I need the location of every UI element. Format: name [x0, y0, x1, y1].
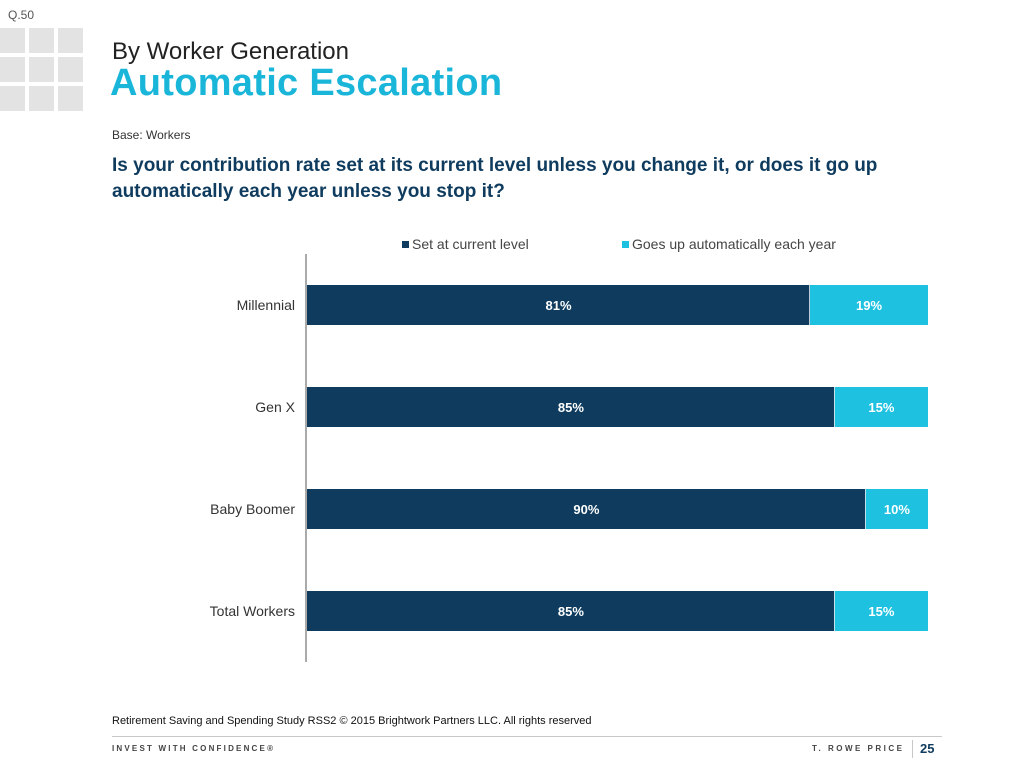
category-label: Baby Boomer: [210, 501, 295, 517]
survey-question: Is your contribution rate set at its cur…: [112, 155, 878, 202]
grid-logo-icon: [0, 28, 84, 112]
page-subtitle: By Worker Generation: [112, 38, 349, 65]
data-label: 19%: [856, 298, 882, 313]
bar-goes-up-automatically-3: [834, 591, 928, 631]
data-label: 85%: [558, 604, 584, 619]
legend-item-goes-up-automatically: Goes up automatically each year: [622, 236, 836, 252]
category-label: Millennial: [237, 297, 295, 313]
page-number-divider: [912, 740, 913, 758]
footer-tagline: INVEST WITH CONFIDENCE®: [112, 744, 276, 753]
data-label: 15%: [868, 604, 894, 619]
data-label: 15%: [868, 400, 894, 415]
question-code: Q.50: [8, 8, 35, 22]
legend-swatch-square-icon: [402, 240, 409, 248]
bar-set-at-current-level-1: [307, 387, 835, 427]
data-label: 90%: [573, 502, 599, 517]
footer-divider: [112, 736, 942, 737]
base-note: Base: Workers: [112, 128, 191, 142]
bar-set-at-current-level-2: [307, 489, 866, 529]
category-label: Total Workers: [210, 603, 295, 619]
page-title: Automatic Escalation: [110, 62, 503, 104]
bar-set-at-current-level-0: [307, 285, 811, 325]
data-label: 81%: [545, 298, 571, 313]
legend-label: Set at current level: [412, 236, 529, 252]
data-label: 10%: [884, 502, 910, 517]
bar-goes-up-automatically-0: [810, 285, 928, 325]
legend-item-set-at-current-level: Set at current level: [402, 236, 529, 252]
legend-swatch-square-icon: [622, 240, 629, 248]
bar-goes-up-automatically-2: [865, 489, 928, 529]
source-note: Retirement Saving and Spending Study RSS…: [112, 715, 592, 727]
page-number: 25: [920, 741, 935, 756]
brand-name: T. ROWE PRICE: [812, 744, 905, 753]
bar-set-at-current-level-3: [307, 591, 835, 631]
legend-label: Goes up automatically each year: [632, 236, 836, 252]
bar-goes-up-automatically-1: [834, 387, 928, 427]
category-label: Gen X: [255, 399, 295, 415]
data-label: 85%: [558, 400, 584, 415]
